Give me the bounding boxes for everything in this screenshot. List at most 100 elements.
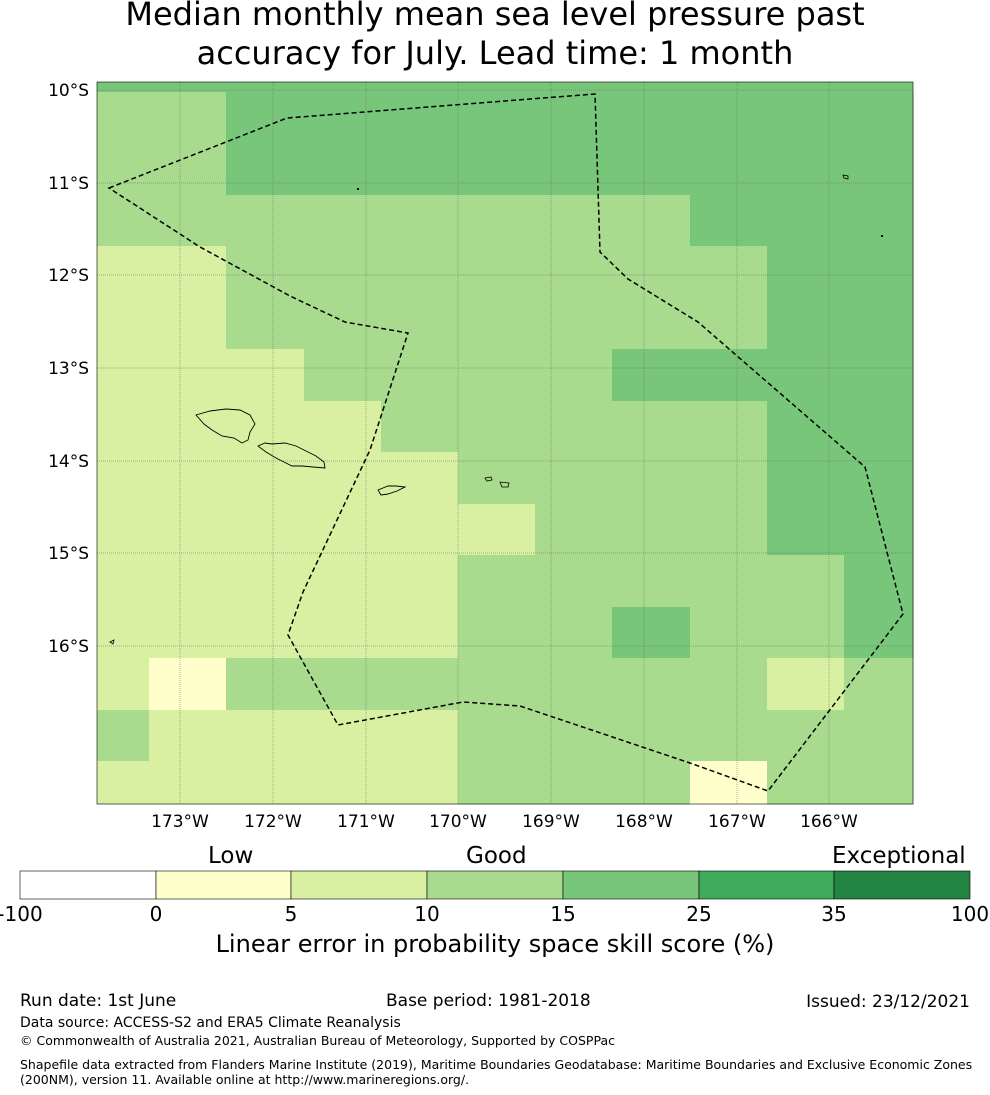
- longitude-label: 172°W: [244, 812, 302, 832]
- skill-cell: [97, 195, 150, 247]
- skill-cell: [844, 246, 914, 299]
- skill-cell: [535, 504, 613, 556]
- skill-cell: [612, 92, 691, 196]
- skill-cell: [97, 298, 150, 350]
- skill-cell: [612, 504, 691, 556]
- skill-cell: [97, 452, 150, 505]
- skill-cell: [97, 82, 913, 92]
- skill-cell: [844, 658, 914, 711]
- colorbar-tick: -100: [0, 902, 43, 926]
- colorbar-segment: [19, 870, 157, 900]
- longitude-label: 173°W: [151, 812, 209, 832]
- shapefile-credit-line-2: (200NM), version 11. Available online at…: [20, 1072, 470, 1087]
- skill-cell: [844, 92, 914, 196]
- skill-cell: [767, 349, 845, 402]
- skill-cell: [458, 452, 536, 505]
- skill-cell: [690, 92, 768, 196]
- skill-cell: [458, 298, 536, 350]
- skill-cell: [767, 92, 845, 196]
- colorbar-segment: [562, 870, 700, 900]
- skill-cell: [844, 349, 914, 402]
- skill-cell: [767, 607, 845, 659]
- skill-cell: [767, 555, 845, 608]
- skill-cell: [612, 555, 691, 608]
- skill-cell: [381, 555, 459, 608]
- skill-cell: [381, 401, 459, 453]
- skill-cell: [97, 92, 150, 196]
- map-title-line-2: accuracy for July. Lead time: 1 month: [196, 34, 794, 72]
- base-period: Base period: 1981-2018: [386, 991, 591, 1011]
- skill-cell: [844, 555, 914, 608]
- skill-cell: [535, 401, 613, 453]
- skill-cell: [458, 555, 536, 608]
- skill-cell: [690, 298, 768, 350]
- skill-cell: [535, 195, 613, 247]
- colorbar: [19, 870, 971, 900]
- longitude-label: 167°W: [708, 812, 766, 832]
- colorbar-segment: [155, 870, 292, 900]
- skill-cell: [381, 246, 459, 299]
- skill-cell: [149, 452, 227, 505]
- issued-date: Issued: 23/12/2021: [806, 992, 970, 1012]
- colorbar-tick: 5: [284, 902, 298, 926]
- skill-cell: [535, 658, 613, 711]
- skill-cell: [226, 555, 305, 608]
- skill-cell: [304, 607, 382, 659]
- colorbar-tick: 25: [686, 902, 712, 926]
- skill-cell: [304, 92, 382, 196]
- map-frame: [96, 81, 914, 805]
- skill-cell: [844, 761, 914, 805]
- colorbar-tick: 10: [414, 902, 440, 926]
- skill-cell: [304, 195, 382, 247]
- latitude-label: 14°S: [48, 452, 89, 472]
- skill-cell: [612, 761, 691, 805]
- skill-cell: [97, 658, 150, 711]
- skill-cell: [690, 401, 768, 453]
- colorbar-tick: 35: [821, 902, 847, 926]
- skill-cell: [690, 658, 768, 711]
- skill-cell: [535, 92, 613, 196]
- skill-cell: [612, 401, 691, 453]
- skill-cell: [535, 555, 613, 608]
- skill-cell: [458, 349, 536, 402]
- skill-cell: [304, 504, 382, 556]
- skill-cell: [304, 349, 382, 402]
- eez-boundary: [107, 93, 904, 792]
- skill-cell: [458, 658, 536, 711]
- skill-cell: [535, 710, 613, 762]
- skill-cell: [767, 195, 845, 247]
- skill-cell: [381, 195, 459, 247]
- skill-cell: [97, 246, 150, 299]
- graticule: [97, 82, 913, 804]
- skill-cell: [612, 298, 691, 350]
- skill-cell: [612, 710, 691, 762]
- skill-cell: [458, 401, 536, 453]
- skill-cell: [690, 349, 768, 402]
- skill-cell: [458, 195, 536, 247]
- skill-cell: [381, 761, 459, 805]
- skill-cell: [226, 658, 305, 711]
- skill-cell: [304, 555, 382, 608]
- skill-cell: [149, 195, 227, 247]
- colorbar-segment: [426, 870, 564, 900]
- data-source: Data source: ACCESS-S2 and ERA5 Climate …: [20, 1015, 401, 1031]
- longitude-label: 170°W: [429, 812, 487, 832]
- skill-cell: [690, 195, 768, 247]
- skill-cell: [690, 246, 768, 299]
- skill-cell: [458, 607, 536, 659]
- colorbar-segment: [833, 870, 971, 900]
- skill-cell: [535, 761, 613, 805]
- skill-cell: [226, 246, 305, 299]
- skill-cell: [304, 658, 382, 711]
- skill-cell: [97, 607, 150, 659]
- skill-cell: [304, 710, 382, 762]
- latitude-label: 12°S: [48, 266, 89, 286]
- skill-cell: [149, 92, 227, 196]
- skill-cell: [149, 607, 227, 659]
- skill-cell: [458, 504, 536, 556]
- colorbar-category-good: Good: [466, 843, 527, 869]
- manua-islet-1: [484, 476, 493, 482]
- skill-cell: [612, 349, 691, 402]
- longitude-label: 166°W: [800, 812, 858, 832]
